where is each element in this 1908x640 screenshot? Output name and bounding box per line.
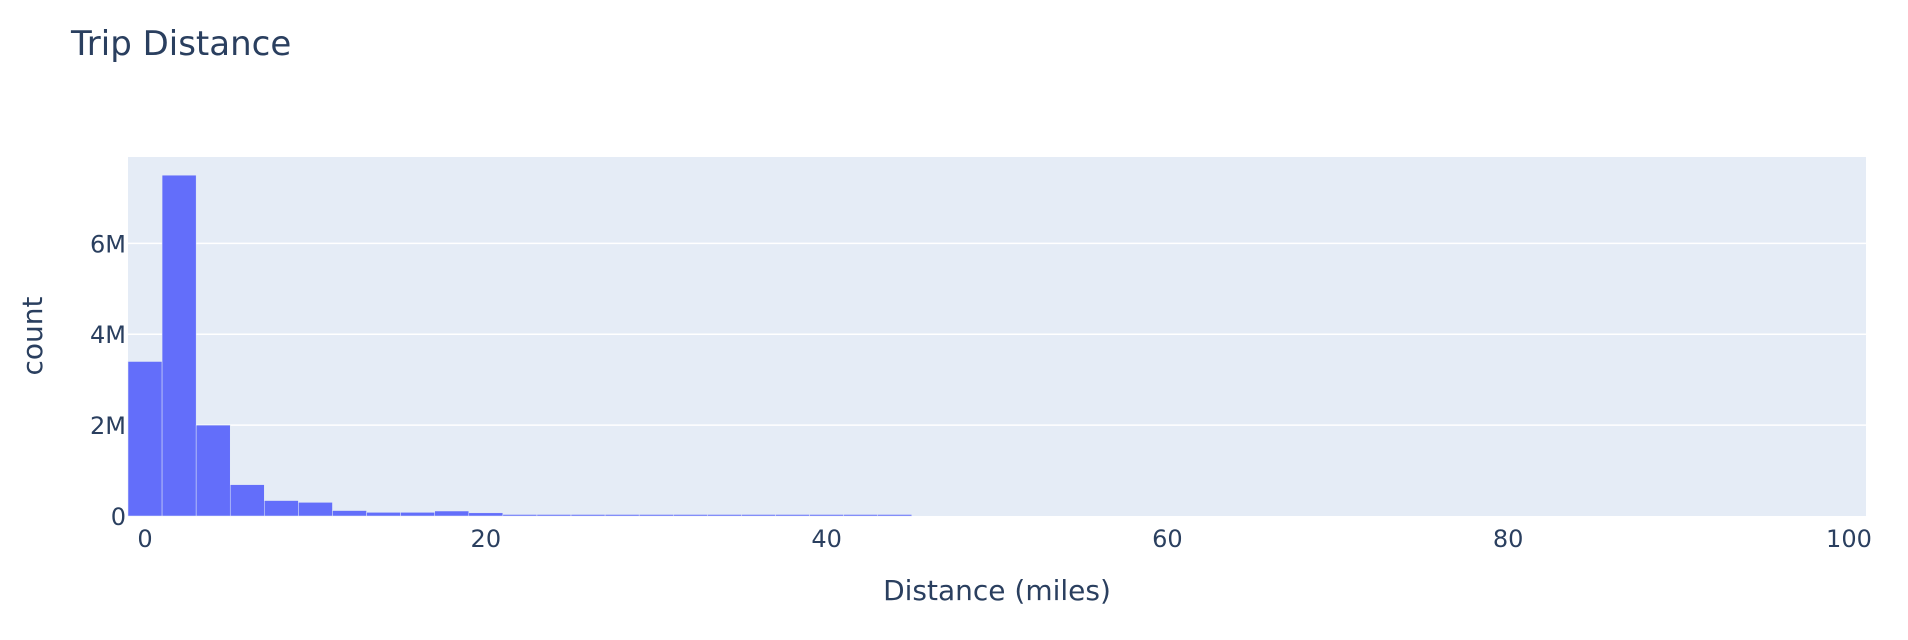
histogram-bar — [809, 514, 844, 517]
histogram-bar — [366, 512, 401, 517]
histogram-bar — [741, 514, 776, 517]
histogram-bar — [638, 514, 674, 517]
chart-title: Trip Distance — [70, 24, 291, 64]
y-tick-label: 6M — [90, 230, 126, 258]
x-tick-label: 0 — [137, 525, 152, 553]
histogram-bar — [195, 424, 231, 517]
histogram-bar — [127, 361, 163, 517]
y-tick-label: 0 — [111, 503, 126, 531]
histogram-bar — [264, 500, 299, 517]
histogram-bar — [502, 514, 538, 517]
histogram-bar — [468, 512, 504, 517]
histogram-bar — [332, 510, 367, 517]
histogram-bar — [229, 484, 265, 517]
y-axis-label: count — [16, 296, 49, 375]
x-tick-label: 20 — [471, 525, 502, 553]
histogram-bar — [536, 514, 572, 517]
x-axis-ticks: 0 20 40 60 80 100 — [137, 525, 1871, 553]
histogram-bar — [604, 514, 640, 517]
x-tick-label: 80 — [1493, 525, 1524, 553]
histogram-bar — [434, 510, 470, 517]
bars — [127, 174, 913, 517]
histogram-bar — [775, 514, 810, 517]
histogram-bar — [298, 502, 333, 517]
plot-area — [128, 157, 1866, 516]
histogram-bar — [570, 514, 606, 517]
histogram-bar — [843, 514, 878, 517]
histogram-bar — [877, 514, 913, 517]
histogram-bar — [707, 514, 742, 517]
x-tick-label: 40 — [811, 525, 842, 553]
histogram-bar — [161, 174, 197, 517]
y-tick-label: 2M — [90, 412, 126, 440]
y-axis-ticks: 0 2M 4M 6M — [90, 230, 126, 531]
histogram-bar — [673, 514, 708, 517]
gridlines — [128, 242, 1866, 426]
x-axis-label: Distance (miles) — [883, 574, 1111, 607]
x-tick-label: 100 — [1826, 525, 1872, 553]
y-tick-label: 4M — [90, 321, 126, 349]
x-tick-label: 60 — [1152, 525, 1183, 553]
histogram-bar — [400, 512, 435, 517]
